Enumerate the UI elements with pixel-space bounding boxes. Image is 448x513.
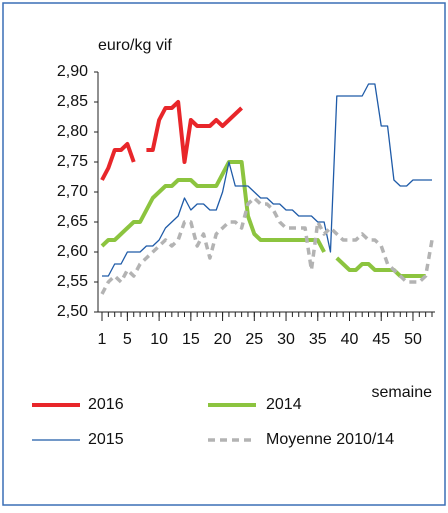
x-tick-label: 45: [372, 331, 390, 348]
x-tick-label: 30: [277, 331, 295, 348]
y-tick-label: 2,60: [57, 243, 88, 260]
series-line: [102, 83, 432, 277]
x-tick-label: 50: [404, 331, 422, 348]
x-tick-label: 10: [150, 331, 168, 348]
y-tick-label: 2,50: [57, 303, 88, 320]
y-tick-label: 2,65: [57, 213, 88, 230]
x-axis-label: semaine: [372, 384, 433, 401]
y-tick-label: 2,80: [57, 123, 88, 140]
y-tick-label: 2,85: [57, 93, 88, 110]
x-tick-label: 25: [245, 331, 263, 348]
x-tick-label: 1: [98, 331, 107, 348]
y-tick-label: 2,90: [57, 63, 88, 80]
x-tick-label: 15: [182, 331, 200, 348]
legend-label: 2014: [266, 396, 302, 413]
legend-label: 2016: [88, 396, 124, 413]
y-tick-label: 2,75: [57, 153, 88, 170]
series-line: [100, 196, 434, 295]
legend-label: 2015: [88, 431, 124, 448]
legend-label: Moyenne 2010/14: [266, 431, 394, 448]
x-tick-label: 5: [123, 331, 132, 348]
y-tick-label: 2,55: [57, 273, 88, 290]
series-line: [100, 100, 243, 181]
y-tick-label: 2,70: [57, 183, 88, 200]
series-line: [100, 160, 426, 278]
x-tick-label: 20: [214, 331, 232, 348]
x-tick-label: 35: [309, 331, 327, 348]
y-axis-label: euro/kg vif: [98, 37, 172, 54]
frame: [2, 2, 446, 506]
x-tick-label: 40: [341, 331, 359, 348]
